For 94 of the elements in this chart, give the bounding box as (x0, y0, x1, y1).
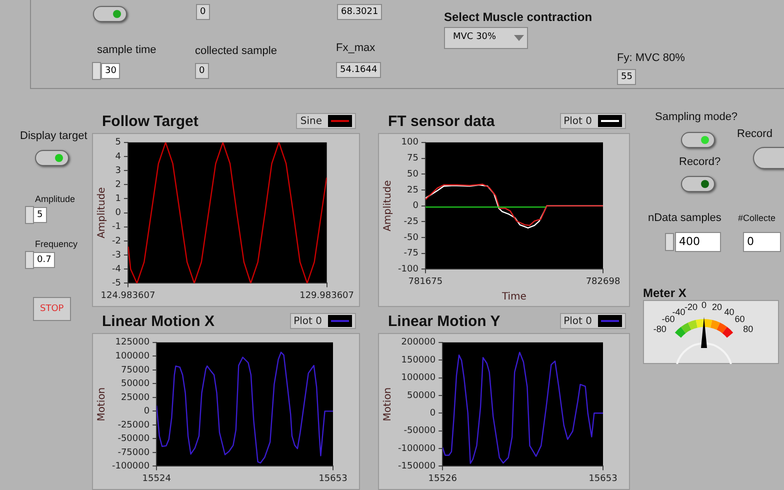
text: Frequency (35, 239, 78, 249)
text: 30 (101, 63, 120, 79)
x-tick-label: 781675 (408, 276, 443, 287)
text: 0.7 (33, 252, 56, 268)
chart-title: Linear Motion Y (388, 312, 500, 330)
y-tick-label: -100000 (112, 462, 150, 472)
y-tick-label: -75000 (118, 448, 150, 458)
chart-title: Follow Target (102, 112, 198, 130)
y-tick-label: 3 (115, 166, 121, 176)
y-axis-title: Motion (382, 387, 394, 422)
text: 80 (743, 324, 754, 334)
text: Record (737, 128, 772, 140)
text: Amplitude (35, 194, 76, 204)
text: -20 (684, 302, 698, 312)
y-tick-label: -75 (404, 248, 418, 259)
x-tick-label: 782698 (586, 276, 620, 287)
x-tick-label: 15653 (588, 474, 618, 484)
y-tick-label: -25000 (118, 420, 150, 430)
y-tick-label: 0 (412, 201, 419, 212)
y-tick-label: 150000 (401, 355, 436, 366)
y-tick-label: -150000 (398, 462, 436, 472)
y-tick-label: -5 (112, 278, 121, 289)
text: 68.3021 (337, 4, 382, 20)
text: 20 (712, 302, 722, 312)
y-tick-label: -50000 (118, 434, 150, 444)
y-axis-title: Amplitude (382, 180, 394, 232)
y-tick-label: 25000 (120, 392, 150, 403)
y-tick-label: -1 (112, 222, 121, 232)
chart-title: Linear Motion X (102, 312, 214, 330)
text: collected sample (195, 45, 277, 57)
y-tick-label: 1 (115, 194, 121, 204)
text: 0 (195, 63, 209, 79)
text: Sampling mode? (655, 111, 738, 123)
text: -40 (672, 306, 686, 317)
text: #Collecte (738, 213, 776, 223)
chart-title: FT sensor data (388, 112, 495, 130)
y-tick-label: 75000 (120, 365, 150, 376)
y-tick-label: -50000 (404, 426, 436, 436)
y-tick-label: 5 (115, 138, 121, 148)
y-tick-label: 2 (115, 180, 121, 190)
text: -80 (653, 324, 666, 334)
y-tick-label: 0 (115, 208, 122, 218)
legend-label: Plot 0 (564, 316, 592, 326)
legend-label: Sine (300, 116, 322, 126)
y-tick-label: 100 (401, 138, 419, 148)
x-tick-label: 15526 (428, 474, 458, 484)
text: 55 (617, 69, 636, 85)
text: sample time (97, 44, 156, 56)
legend-label: Plot 0 (294, 316, 322, 326)
y-tick-label: 25 (406, 185, 418, 196)
y-tick-label: -25 (404, 216, 418, 227)
x-tick-label: 124.983607 (100, 290, 156, 301)
text: Record? (679, 156, 721, 168)
y-axis-title: Motion (96, 387, 108, 422)
text: Display target (20, 130, 88, 142)
x-tick-label: 15653 (318, 474, 348, 484)
y-tick-label: -100 (398, 264, 419, 275)
y-tick-label: -4 (112, 264, 122, 274)
text: Select Muscle contraction (444, 10, 592, 24)
y-tick-label: 0 (144, 406, 150, 417)
text: 54.1644 (336, 62, 382, 78)
y-tick-label: 200000 (401, 338, 436, 348)
y-axis-title: Amplitude (96, 187, 108, 238)
y-tick-label: 0 (430, 408, 436, 418)
text: 0 (743, 232, 781, 252)
y-tick-label: 4 (115, 152, 122, 162)
text: STOP (33, 297, 71, 321)
text: 60 (734, 314, 745, 324)
text: Fy: MVC 80% (617, 52, 685, 64)
text: 0 (196, 4, 210, 20)
y-tick-label: 100000 (115, 352, 150, 362)
text: 5 (33, 207, 47, 223)
x-axis-title: Time (500, 292, 526, 303)
y-tick-label: 75 (406, 154, 418, 164)
y-tick-label: -100000 (398, 444, 436, 454)
text: Fx_max (336, 42, 376, 54)
text: 0 (701, 300, 707, 310)
y-tick-label: -50 (404, 232, 419, 243)
y-tick-label: -3 (112, 250, 121, 260)
legend-label: Plot 0 (564, 116, 592, 126)
text: Meter X (643, 286, 686, 300)
text: MVC 30% (444, 27, 528, 49)
y-tick-label: 50000 (406, 390, 436, 401)
y-tick-label: 100000 (401, 373, 436, 384)
text: nData samples (648, 212, 722, 224)
text: -60 (662, 314, 675, 324)
text: 400 (675, 232, 721, 252)
text: 40 (724, 306, 734, 317)
y-tick-label: -2 (112, 236, 121, 246)
y-tick-label: 125000 (115, 338, 150, 348)
y-tick-label: 50000 (120, 379, 150, 390)
x-tick-label: 15524 (142, 474, 172, 484)
x-tick-label: 129.983607 (300, 290, 354, 301)
y-tick-label: 50 (406, 169, 419, 180)
